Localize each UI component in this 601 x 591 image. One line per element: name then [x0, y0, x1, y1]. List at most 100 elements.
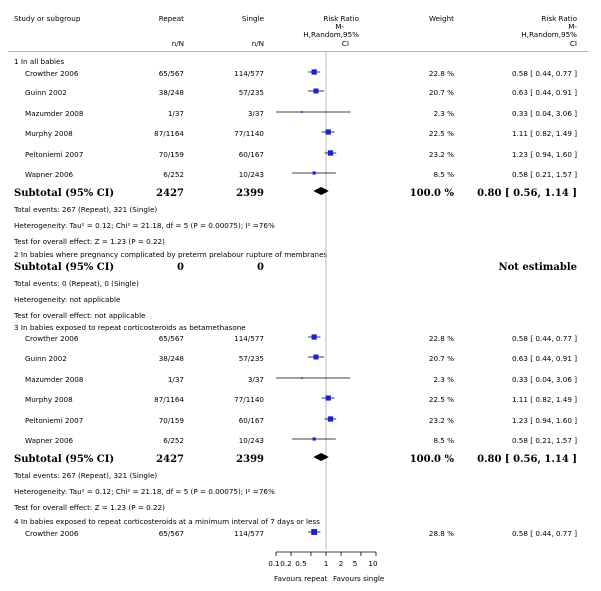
heterogeneity: Heterogeneity: not applicable: [14, 295, 121, 304]
tick-label: 0.1: [268, 559, 280, 568]
header-rr-right-ci: CI: [569, 39, 577, 48]
study-weight: 22.5 %: [428, 395, 454, 404]
study-name: Guinn 2002: [25, 354, 67, 363]
header-repeat-nn: n/N: [171, 39, 184, 48]
study-name: Crowther 2006: [25, 529, 79, 538]
header-risk-ratio-ci: CI: [341, 39, 349, 48]
effect-square: [327, 416, 334, 422]
study-ci: 0.58 [ 0.44, 0.77 ]: [511, 334, 577, 343]
total-events: Total events: 0 (Repeat), 0 (Single): [14, 279, 139, 288]
study-name: Crowther 2006: [25, 334, 79, 343]
header-divider: [8, 51, 588, 52]
total-events: Total events: 267 (Repeat), 321 (Single): [14, 205, 158, 214]
study-weight: 2.3 %: [433, 109, 454, 118]
effect-square: [313, 88, 319, 94]
summary-diamond: [313, 187, 329, 195]
study-weight: 2.3 %: [433, 375, 454, 384]
effect-square: [325, 395, 331, 401]
study-name: Guinn 2002: [25, 88, 67, 97]
study-ci: 1.11 [ 0.82, 1.49 ]: [511, 395, 577, 404]
study-weight: 20.7 %: [428, 88, 454, 97]
study-single: 114/577: [234, 529, 264, 538]
favours-repeat-label: Favours repeat: [274, 574, 328, 583]
group-label: 4 In babies exposed to repeat corticoste…: [14, 517, 320, 526]
effect-square: [311, 529, 318, 535]
study-single: 3/37: [247, 109, 264, 118]
study-single: 60/167: [238, 150, 264, 159]
effect-square: [311, 69, 317, 75]
header-risk-ratio: Risk Ratio: [323, 14, 359, 23]
header-weight: Weight: [428, 14, 454, 23]
study-ci: 1.11 [ 0.82, 1.49 ]: [511, 129, 577, 138]
study-ci: 1.23 [ 0.94, 1.60 ]: [511, 416, 577, 425]
study-repeat: 1/37: [167, 109, 184, 118]
subtotal-single: 2399: [236, 454, 264, 465]
effect-square: [327, 150, 334, 156]
overall-effect: Test for overall effect: Z = 1.23 (P = 0…: [14, 237, 165, 246]
study-single: 3/37: [247, 375, 264, 384]
study-name: Peltoniemi 2007: [25, 416, 84, 425]
subtotal-ci: 0.80 [ 0.56, 1.14 ]: [477, 188, 577, 199]
study-repeat: 65/567: [158, 529, 184, 538]
study-repeat: 1/37: [167, 375, 184, 384]
study-weight: 8.5 %: [433, 170, 454, 179]
header-single-nn: n/N: [251, 39, 264, 48]
study-ci: 0.63 [ 0.44, 0.91 ]: [511, 88, 577, 97]
study-ci: 0.63 [ 0.44, 0.91 ]: [511, 354, 577, 363]
subtotal-label: Subtotal (95% CI): [14, 454, 115, 465]
header-rr-right-m: M-: [568, 22, 577, 31]
subtotal-label: Subtotal (95% CI): [14, 188, 115, 199]
header-repeat: Repeat: [158, 14, 184, 23]
group-label: 3 In babies exposed to repeat corticoste…: [14, 323, 246, 332]
subtotal-ci: 0.80 [ 0.56, 1.14 ]: [477, 454, 577, 465]
study-weight: 28.8 %: [428, 529, 454, 538]
overall-effect: Test for overall effect: Z = 1.23 (P = 0…: [14, 503, 165, 512]
subtotal-weight: 100.0 %: [409, 454, 454, 465]
study-single: 114/577: [234, 69, 264, 78]
study-single: 77/1140: [234, 129, 264, 138]
study-repeat: 87/1164: [154, 129, 184, 138]
effect-square: [301, 111, 303, 113]
study-single: 114/577: [234, 334, 264, 343]
study-ci: 0.58 [ 0.21, 1.57 ]: [511, 436, 577, 445]
study-ci: 1.23 [ 0.94, 1.60 ]: [511, 150, 577, 159]
study-repeat: 6/252: [163, 436, 184, 445]
study-name: Wapner 2006: [25, 436, 74, 445]
study-repeat: 70/159: [158, 150, 184, 159]
study-weight: 20.7 %: [428, 354, 454, 363]
study-ci: 0.33 [ 0.04, 3.06 ]: [511, 109, 577, 118]
tick-label: 1: [323, 559, 329, 568]
subtotal-repeat: 2427: [156, 188, 184, 199]
header-risk-ratio-method: H,Random,95%: [303, 30, 359, 39]
group-label: 1 In all babies: [14, 57, 65, 66]
subtotal-repeat: 0: [177, 262, 184, 273]
effect-square: [312, 171, 316, 175]
header-rr-right-method: H,Random,95%: [521, 30, 577, 39]
effect-square: [301, 377, 303, 379]
study-single: 57/235: [238, 88, 264, 97]
effect-square: [325, 129, 331, 135]
study-repeat: 38/248: [158, 354, 184, 363]
study-weight: 22.5 %: [428, 129, 454, 138]
subtotal-single: 2399: [236, 188, 264, 199]
study-repeat: 70/159: [158, 416, 184, 425]
subtotal-weight: 100.0 %: [409, 188, 454, 199]
study-name: Mazumder 2008: [25, 109, 84, 118]
study-weight: 22.8 %: [428, 334, 454, 343]
subtotal-label: Subtotal (95% CI): [14, 262, 115, 273]
tick-label: 0.2: [280, 559, 292, 568]
subtotal-single: 0: [257, 262, 264, 273]
study-weight: 23.2 %: [428, 150, 454, 159]
heterogeneity: Heterogeneity: Tau² = 0.12; Chi² = 21.18…: [14, 487, 275, 496]
study-name: Murphy 2008: [25, 129, 73, 138]
study-repeat: 6/252: [163, 170, 184, 179]
effect-square: [313, 354, 319, 360]
study-weight: 8.5 %: [433, 436, 454, 445]
study-single: 60/167: [238, 416, 264, 425]
study-name: Wapner 2006: [25, 170, 74, 179]
header-risk-ratio-m: M-: [335, 22, 344, 31]
study-name: Mazumder 2008: [25, 375, 84, 384]
study-single: 57/235: [238, 354, 264, 363]
study-ci: 0.58 [ 0.44, 0.77 ]: [511, 529, 577, 538]
